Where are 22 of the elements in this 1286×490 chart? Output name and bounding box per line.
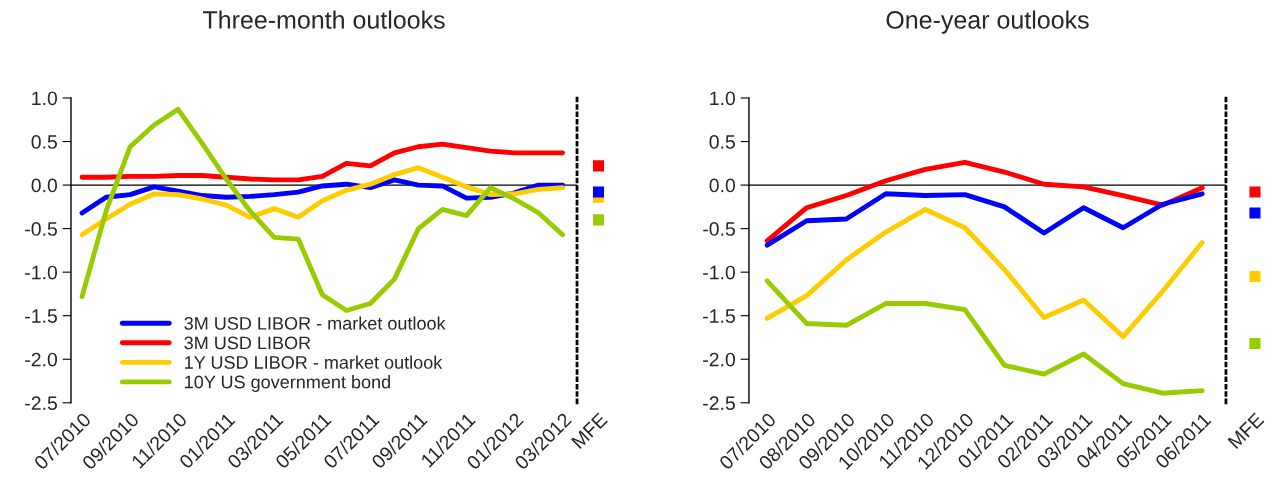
- legend-label: 3M USD LIBOR - market outlook: [184, 316, 446, 330]
- legend-label: 10Y US government bond: [185, 375, 390, 392]
- y-tick-label: -2.0: [703, 352, 736, 367]
- y-tick-label: 1.0: [32, 91, 58, 106]
- chart-title: One-year outlooks: [886, 10, 1089, 34]
- chart-title: Three-month outlooks: [202, 10, 445, 29]
- y-tick-label: -1.0: [703, 265, 736, 280]
- y-tick-label: -2.5: [703, 396, 735, 411]
- y-tick-label: -0.5: [25, 222, 57, 236]
- y-tick-label: -2.5: [25, 396, 57, 411]
- y-tick-label: -1.0: [25, 265, 58, 280]
- y-tick-label: -1.5: [25, 309, 57, 323]
- y-tick-label: -2.0: [25, 352, 58, 367]
- legend-label: 3M USD LIBOR: [184, 336, 311, 350]
- legend-label: 1Y USD LIBOR - market outlook: [185, 355, 443, 369]
- y-tick-label: 0.5: [709, 135, 735, 149]
- y-tick-label: -1.5: [703, 309, 735, 323]
- y-tick-label: 0.5: [31, 135, 57, 149]
- y-tick-label: 0.0: [31, 178, 58, 193]
- y-tick-label: 0.0: [709, 178, 736, 193]
- y-tick-label: -0.5: [703, 222, 735, 236]
- y-tick-label: 1.0: [710, 91, 736, 106]
